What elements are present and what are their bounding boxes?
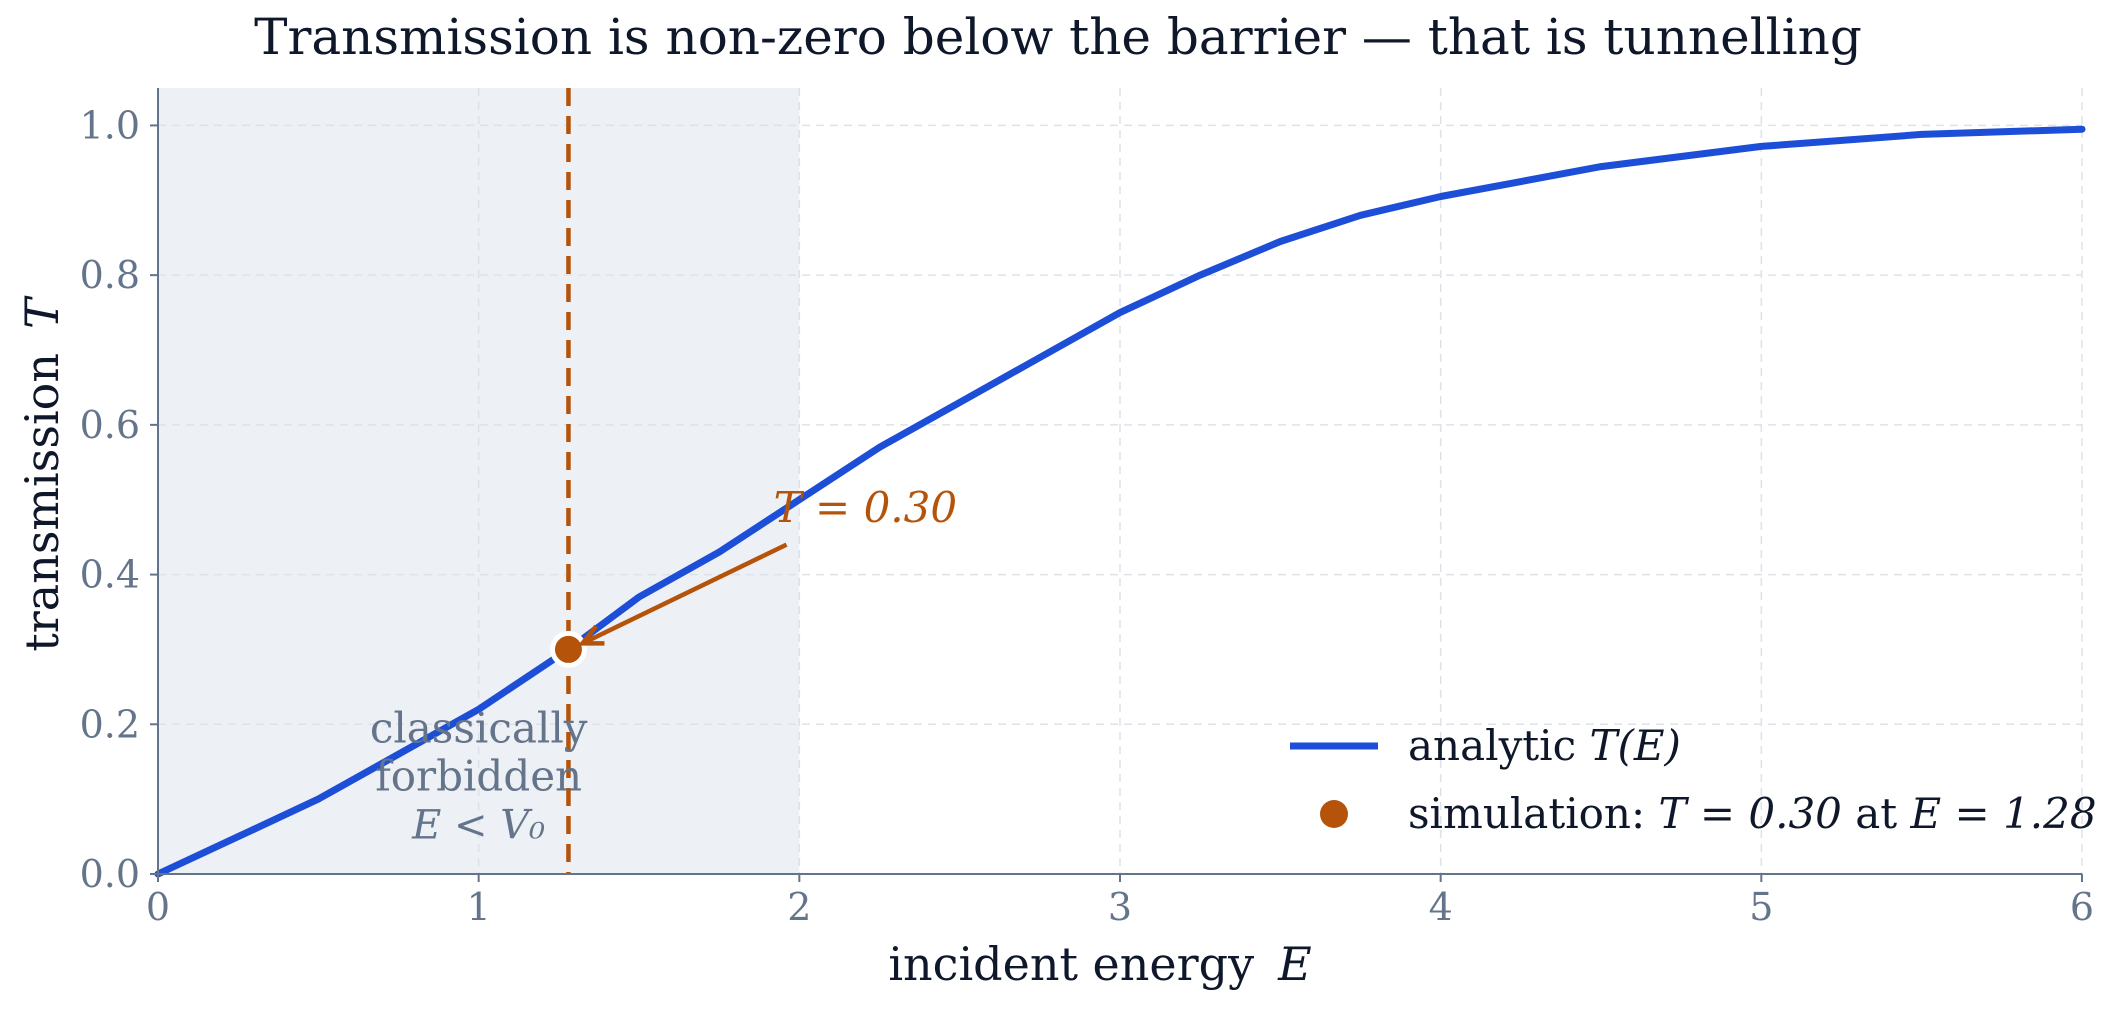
y-tick-label: 0.4 bbox=[80, 553, 140, 597]
legend: analytic T(E) simulation: T = 0.30 at E =… bbox=[1290, 721, 2097, 838]
legend-label-analytic: analytic T(E) bbox=[1408, 721, 1681, 770]
grid bbox=[158, 88, 2083, 874]
x-tick-label: 0 bbox=[146, 885, 170, 929]
simulation-point bbox=[549, 630, 587, 668]
y-tick-label: 0.2 bbox=[80, 702, 140, 746]
region-label-line1: classically bbox=[370, 703, 588, 752]
y-tick-label: 0.8 bbox=[80, 253, 140, 297]
analytic-curve bbox=[154, 125, 2086, 878]
annotation-arrowhead bbox=[577, 624, 605, 646]
series-layer bbox=[154, 88, 2086, 878]
x-tick-label: 5 bbox=[1749, 885, 1773, 929]
y-tick-label: 0.6 bbox=[80, 403, 140, 447]
x-tick-label: 1 bbox=[467, 885, 491, 929]
legend-label-simulation: simulation: T = 0.30 at E = 1.28 bbox=[1408, 789, 2097, 838]
chart-title: Transmission is non-zero below the barri… bbox=[254, 8, 1862, 66]
y-axis-label: transmissionT bbox=[15, 295, 69, 652]
annotation-arrow bbox=[581, 542, 788, 646]
x-tick-label: 2 bbox=[787, 885, 811, 929]
y-tick-label: 1.0 bbox=[80, 103, 140, 147]
axes: 0 1 2 3 4 5 6 0.0 0.2 0.4 0.6 0.8 1.0 bbox=[80, 88, 2094, 929]
y-tick-label: 0.0 bbox=[80, 852, 140, 896]
region-label-math: E < V₀ bbox=[411, 802, 545, 848]
x-tick-label: 3 bbox=[1108, 885, 1132, 929]
region-label-line2: forbidden bbox=[375, 751, 582, 800]
x-axis-label: incident energy E bbox=[888, 937, 1311, 991]
x-tick-label: 4 bbox=[1429, 885, 1453, 929]
annotation-label: T = 0.30 bbox=[774, 483, 957, 532]
legend-dot-marker bbox=[1320, 800, 1348, 828]
x-tick-label: 6 bbox=[2070, 885, 2094, 929]
